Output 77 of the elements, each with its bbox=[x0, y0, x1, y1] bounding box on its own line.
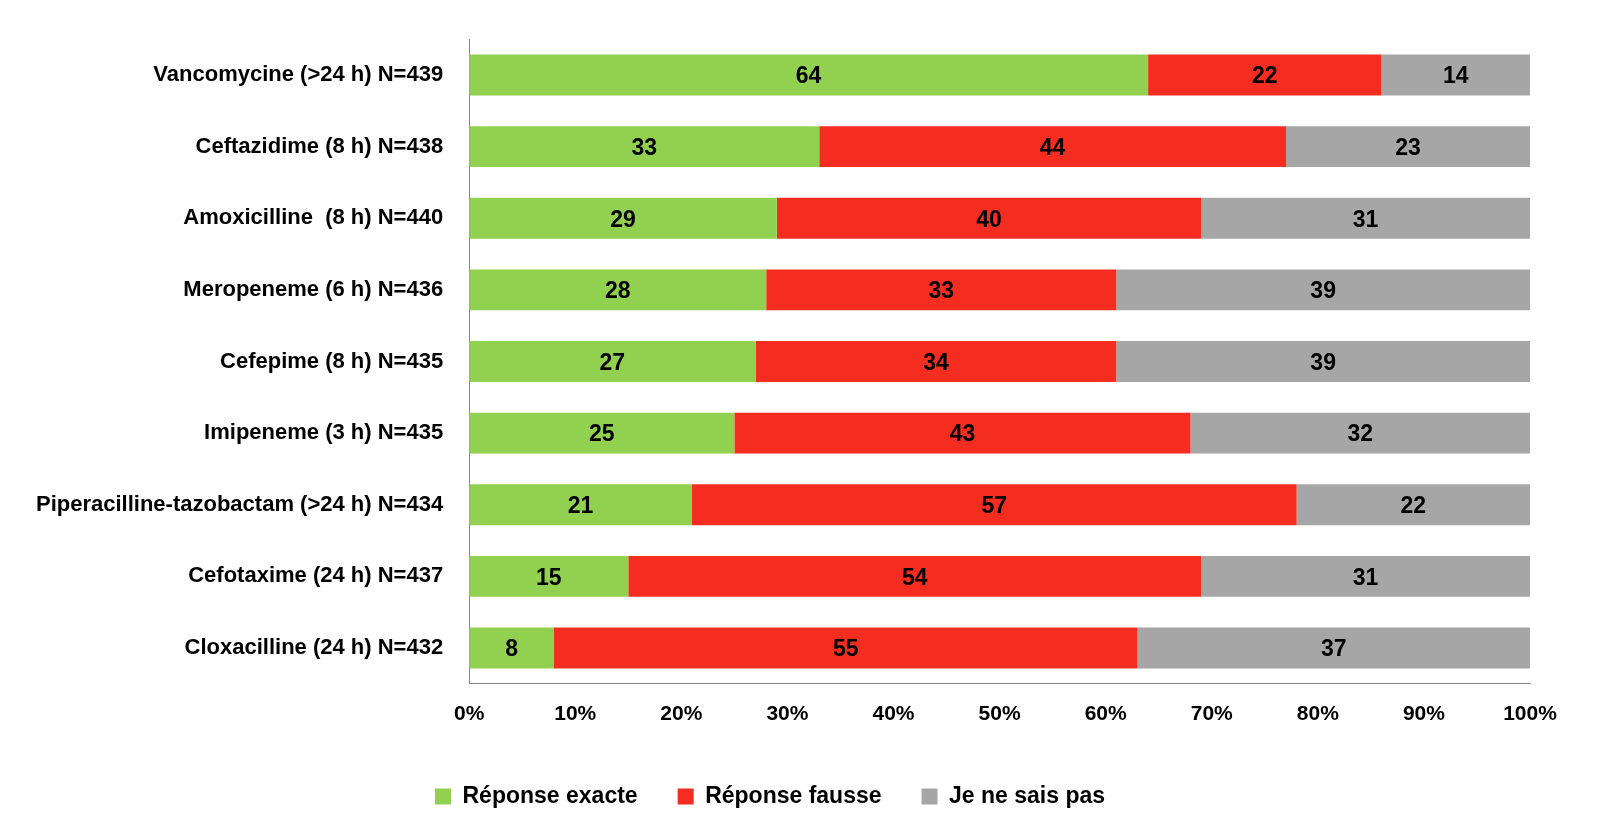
data-label: 64 bbox=[795, 62, 822, 89]
x-tick-label: 70% bbox=[1190, 701, 1234, 725]
data-label: 40 bbox=[976, 205, 1002, 232]
data-label: 23 bbox=[1395, 133, 1421, 160]
x-tick-label: 60% bbox=[1084, 701, 1128, 725]
legend-label: Je ne sais pas bbox=[949, 781, 1106, 808]
data-label: 15 bbox=[535, 563, 562, 590]
data-label: 31 bbox=[1352, 205, 1379, 232]
bar bbox=[469, 555, 629, 597]
bar bbox=[1137, 627, 1530, 669]
bar bbox=[469, 54, 1149, 96]
data-label: 39 bbox=[1310, 277, 1336, 304]
bar bbox=[1286, 126, 1530, 168]
data-label: 54 bbox=[901, 563, 928, 590]
bar bbox=[469, 412, 735, 454]
bar bbox=[469, 126, 820, 168]
data-label: 55 bbox=[832, 635, 859, 662]
bar bbox=[1296, 484, 1530, 526]
data-label: 22 bbox=[1251, 62, 1278, 89]
x-tick-label: 20% bbox=[660, 701, 703, 725]
bar bbox=[755, 341, 1117, 382]
data-label: 21 bbox=[567, 492, 594, 519]
bar bbox=[819, 126, 1287, 168]
y-tick-label: Cefepime (8 h) N=435 bbox=[220, 347, 444, 373]
data-label: 33 bbox=[631, 133, 657, 160]
bar bbox=[554, 627, 1138, 669]
bar bbox=[1116, 269, 1530, 311]
data-label: 57 bbox=[981, 492, 1008, 519]
x-tick-label: 100% bbox=[1503, 701, 1558, 725]
x-tick-label: 0% bbox=[453, 701, 485, 725]
y-tick-label: Amoxicilline (8 h) N=440 bbox=[183, 204, 444, 230]
data-label: 31 bbox=[1352, 563, 1379, 590]
x-tick-label: 30% bbox=[766, 701, 809, 725]
data-label: 27 bbox=[599, 348, 626, 375]
bar bbox=[469, 484, 692, 526]
y-tick-label: Imipeneme (3 h) N=435 bbox=[204, 419, 444, 445]
bar bbox=[1116, 341, 1530, 382]
y-tick-label: Cefotaxime (24 h) N=437 bbox=[188, 562, 444, 588]
data-label: 14 bbox=[1442, 62, 1469, 89]
y-tick-label: Piperacilline-tazobactam (>24 h) N=434 bbox=[35, 490, 444, 516]
bar bbox=[628, 555, 1202, 597]
bar bbox=[469, 197, 777, 239]
bar bbox=[469, 269, 767, 311]
bar bbox=[766, 269, 1117, 311]
x-tick-label: 80% bbox=[1296, 701, 1340, 725]
data-label: 33 bbox=[928, 277, 955, 304]
bar bbox=[1201, 555, 1530, 597]
y-tick-label: Vancomycine (>24 h) N=439 bbox=[153, 61, 444, 87]
x-tick-label: 50% bbox=[978, 701, 1021, 725]
data-label: 37 bbox=[1320, 635, 1347, 662]
data-label: 43 bbox=[949, 420, 976, 447]
x-tick-label: 90% bbox=[1402, 701, 1446, 725]
y-tick-label: Ceftazidime (8 h) N=438 bbox=[195, 132, 444, 158]
y-tick-label: Cloxacilline (24 h) N=432 bbox=[184, 634, 444, 660]
bar bbox=[691, 484, 1297, 526]
data-label: 29 bbox=[610, 205, 636, 232]
data-label: 39 bbox=[1310, 348, 1336, 375]
y-tick-label: Meropeneme (6 h) N=436 bbox=[183, 275, 444, 301]
bar bbox=[1148, 54, 1382, 96]
legend-label: Réponse fausse bbox=[705, 781, 882, 808]
bar bbox=[1201, 197, 1530, 239]
bar bbox=[469, 627, 555, 669]
bar bbox=[734, 412, 1191, 454]
data-label: 34 bbox=[923, 348, 949, 375]
legend-label: Réponse exacte bbox=[462, 781, 638, 808]
bar bbox=[1190, 412, 1530, 454]
data-label: 8 bbox=[505, 635, 519, 662]
bar bbox=[1381, 54, 1530, 96]
x-tick-label: 40% bbox=[872, 701, 915, 725]
x-tick-label: 10% bbox=[554, 701, 597, 725]
data-label: 25 bbox=[588, 420, 615, 447]
bar bbox=[776, 197, 1202, 239]
data-label: 28 bbox=[604, 277, 631, 304]
data-label: 44 bbox=[1039, 133, 1066, 160]
data-label: 22 bbox=[1400, 492, 1427, 519]
data-label: 32 bbox=[1347, 420, 1374, 447]
bar bbox=[469, 341, 756, 382]
